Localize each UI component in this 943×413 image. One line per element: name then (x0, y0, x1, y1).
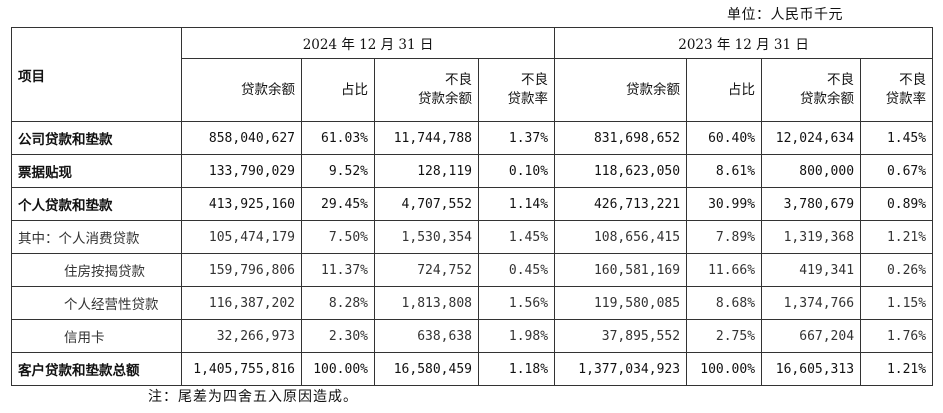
header-npl-rate-2024: 不良 贷款率 (477, 58, 556, 122)
loan-table: 项目 2024 年 12 月 31 日 2023 年 12 月 31 日 贷款余… (11, 27, 934, 386)
cell-rate-2024: 1.14% (477, 187, 556, 221)
cell-npl-2023: 1,374,766 (761, 286, 862, 320)
table-row: 其中：个人消费贷款 105,474,179 7.50% 1,530,354 1.… (11, 220, 934, 254)
cell-npl-2023: 1,319,368 (761, 220, 862, 254)
row-label: 个人贷款和垫款 (11, 187, 182, 221)
header-row-columns: 贷款余额 占比 不良 贷款余额 不良 贷款率 贷款余额 占比 不良 贷款余额 不良 贷款… (12, 58, 934, 122)
cell-npl-2024: 724,752 (374, 253, 479, 287)
cell-share-2023: 100.00% (686, 352, 763, 386)
cell-npl-2023: 800,000 (761, 154, 862, 188)
cell-npl-2024: 1,530,354 (374, 220, 479, 254)
cell-npl-2023: 12,024,634 (761, 121, 862, 155)
header-period-2023: 2023 年 12 月 31 日 (554, 27, 934, 59)
cell-balance-2024: 32,266,973 (181, 319, 302, 353)
cell-balance-2024: 413,925,160 (181, 187, 302, 221)
cell-balance-2024: 858,040,627 (181, 121, 302, 155)
cell-share-2023: 7.89% (686, 220, 763, 254)
table-row: 公司贷款和垫款 858,040,627 61.03% 11,744,788 1.… (11, 121, 934, 155)
cell-npl-2023: 3,780,679 (761, 187, 862, 221)
cell-rate-2024: 0.45% (477, 253, 556, 287)
unit-label: 单位：人民币千元 (727, 7, 843, 23)
cell-npl-2024: 128,119 (374, 154, 479, 188)
cell-rate-2023: 0.26% (860, 253, 934, 287)
row-label: 票据贴现 (11, 154, 182, 188)
cell-balance-2023: 118,623,050 (554, 154, 688, 188)
cell-share-2023: 30.99% (686, 187, 763, 221)
cell-rate-2024: 1.56% (477, 286, 556, 320)
cell-balance-2024: 133,790,029 (181, 154, 302, 188)
cell-rate-2024: 1.37% (477, 121, 556, 155)
cell-npl-2024: 4,707,552 (374, 187, 479, 221)
cell-rate-2024: 1.45% (477, 220, 556, 254)
cell-balance-2024: 159,796,806 (181, 253, 302, 287)
cell-rate-2023: 1.21% (860, 352, 934, 386)
header-row-periods: 项目 2024 年 12 月 31 日 2023 年 12 月 31 日 (11, 27, 934, 122)
cell-balance-2023: 831,698,652 (554, 121, 688, 155)
header-item: 项目 (11, 27, 182, 122)
cell-rate-2023: 0.67% (860, 154, 934, 188)
cell-share-2023: 60.40% (686, 121, 763, 155)
row-label: 个人经营性贷款 (11, 286, 182, 320)
cell-rate-2024: 1.98% (477, 319, 556, 353)
header-share-2023: 占比 (686, 58, 763, 122)
cell-rate-2023: 1.21% (860, 220, 934, 254)
cell-share-2023: 2.75% (686, 319, 763, 353)
cell-npl-2023: 667,204 (761, 319, 862, 353)
row-label: 客户贷款和垫款总额 (11, 352, 182, 386)
cell-balance-2023: 160,581,169 (554, 253, 688, 287)
cell-share-2024: 8.28% (301, 286, 375, 320)
cell-share-2024: 11.37% (301, 253, 375, 287)
cell-balance-2024: 1,405,755,816 (181, 352, 302, 386)
table-row: 个人贷款和垫款 413,925,160 29.45% 4,707,552 1.1… (11, 187, 934, 221)
table-row: 个人经营性贷款 116,387,202 8.28% 1,813,808 1.56… (11, 286, 934, 320)
header-npl-rate-2023: 不良 贷款率 (860, 58, 934, 122)
table-row: 住房按揭贷款 159,796,806 11.37% 724,752 0.45% … (11, 253, 934, 287)
cell-share-2024: 61.03% (301, 121, 375, 155)
cell-rate-2023: 1.15% (860, 286, 934, 320)
cell-npl-2024: 16,580,459 (374, 352, 479, 386)
cell-share-2024: 9.52% (301, 154, 375, 188)
cell-share-2023: 8.68% (686, 286, 763, 320)
cell-npl-2024: 11,744,788 (374, 121, 479, 155)
cell-npl-2024: 1,813,808 (374, 286, 479, 320)
cell-npl-2024: 638,638 (374, 319, 479, 353)
cell-share-2023: 11.66% (686, 253, 763, 287)
table-row-total: 客户贷款和垫款总额 1,405,755,816 100.00% 16,580,4… (11, 352, 934, 386)
cell-rate-2023: 1.76% (860, 319, 934, 353)
cell-balance-2023: 426,713,221 (554, 187, 688, 221)
row-label: 信用卡 (11, 319, 182, 353)
cell-balance-2023: 119,580,085 (554, 286, 688, 320)
cell-balance-2024: 105,474,179 (181, 220, 302, 254)
row-label: 住房按揭贷款 (11, 253, 182, 287)
table-row: 信用卡 32,266,973 2.30% 638,638 1.98% 37,89… (11, 319, 934, 353)
cell-rate-2024: 1.18% (477, 352, 556, 386)
cell-share-2024: 29.45% (301, 187, 375, 221)
cell-share-2024: 100.00% (301, 352, 375, 386)
header-share-2024: 占比 (301, 58, 375, 122)
cell-share-2023: 8.61% (686, 154, 763, 188)
header-npl-balance-2023: 不良 贷款余额 (761, 58, 862, 122)
cell-balance-2023: 108,656,415 (554, 220, 688, 254)
row-label: 公司贷款和垫款 (11, 121, 182, 155)
cell-share-2024: 2.30% (301, 319, 375, 353)
cell-npl-2023: 419,341 (761, 253, 862, 287)
header-npl-balance-2024: 不良 贷款余额 (374, 58, 479, 122)
cell-npl-2023: 16,605,313 (761, 352, 862, 386)
header-period-2024: 2024 年 12 月 31 日 (180, 27, 556, 59)
footnote: 注：尾差为四舍五入原因造成。 (148, 389, 358, 405)
cell-balance-2024: 116,387,202 (181, 286, 302, 320)
cell-rate-2024: 0.10% (477, 154, 556, 188)
header-balance-2023: 贷款余额 (554, 58, 688, 122)
cell-balance-2023: 1,377,034,923 (554, 352, 688, 386)
cell-rate-2023: 0.89% (860, 187, 934, 221)
table-row: 票据贴现 133,790,029 9.52% 128,119 0.10% 118… (11, 154, 934, 188)
row-label: 其中：个人消费贷款 (11, 220, 182, 254)
header-balance-2024: 贷款余额 (181, 58, 302, 122)
cell-balance-2023: 37,895,552 (554, 319, 688, 353)
cell-rate-2023: 1.45% (860, 121, 934, 155)
cell-share-2024: 7.50% (301, 220, 375, 254)
